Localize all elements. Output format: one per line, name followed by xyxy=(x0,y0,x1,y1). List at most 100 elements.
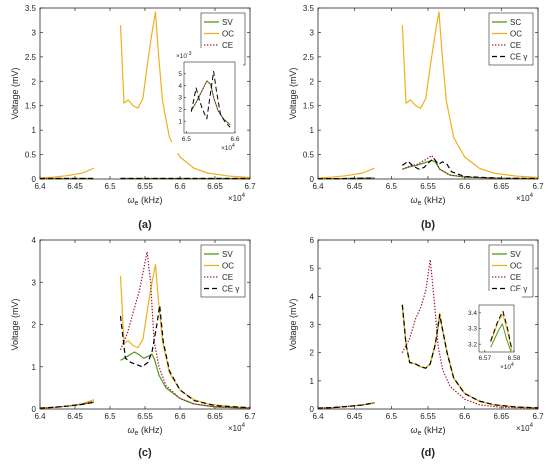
panel-d-x-tick-label: 6.5 xyxy=(386,412,398,421)
panel-a-inset-x-exponent-base: ×10 xyxy=(221,145,232,152)
panel-a-x-tick-label: 6.45 xyxy=(67,182,83,191)
panel-a-inset-y-exponent-power: -3 xyxy=(187,51,192,57)
panel-b-x-axis-label-unit: (kHz) xyxy=(421,195,445,205)
panel-c-x-axis-label-unit: (kHz) xyxy=(138,425,162,435)
panel-a-inset-x-exponent: ×104 xyxy=(221,143,235,152)
panel-a-inset-lines xyxy=(190,70,231,128)
panel-d-legend-label: SV xyxy=(510,250,521,259)
panel-b-series-oc xyxy=(317,11,539,179)
panel-c-series-3-segment-1 xyxy=(119,304,251,409)
panel-d-inset-series-0-segment-0 xyxy=(490,323,512,352)
panel-d-x-tick-label: 6.55 xyxy=(420,412,436,421)
panel-a-y-tick-label: 1 xyxy=(32,126,37,135)
panel-b-y-tick-label: 0 xyxy=(310,175,315,184)
panel-d-inset-x-tick-label: 6.57 xyxy=(479,355,492,362)
panel-b-legend-label: OC xyxy=(510,30,522,39)
panel-c-legend-label: SV xyxy=(222,250,233,259)
panel-c-x-axis-label-symbol: ω xyxy=(128,425,135,435)
panel-b-chart: 6.4 6.45 6.5 6.55 6.6 6.65 6.7 0 0.5 1 1.5 2 2.5 3 3.5… xyxy=(288,4,544,231)
panel-a-inset-x-tick-label: 6.5 xyxy=(182,136,191,143)
panel-b-y-axis-label: Voltage (mV) xyxy=(288,67,298,119)
panel-d-series-2-segment-1 xyxy=(401,259,539,409)
panel-a-x-axis-label-unit: (kHz) xyxy=(138,195,162,205)
panel-c-x-tick-label: 6.6 xyxy=(174,412,186,421)
panel-d-series-ce-γ xyxy=(317,304,539,409)
panel-a-x-exponent-power: 4 xyxy=(242,193,246,199)
panel-d-inset-x-exponent-base: ×10 xyxy=(500,364,511,371)
panel-d-series-1-segment-1 xyxy=(401,306,539,409)
panel-c-x-axis-label-sub: e xyxy=(135,430,139,437)
panel-d-x-axis-label-sub: e xyxy=(418,430,422,437)
panel-a-inset-y-exponent: ×10-3 xyxy=(176,51,192,60)
panel-a-inset-y-tick-label: 3 xyxy=(178,95,182,102)
panel-b-y-tick-label: 1 xyxy=(310,126,315,135)
panel-c-x-tick-label: 6.55 xyxy=(137,412,153,421)
panel-a-x-tick-label: 6.4 xyxy=(34,182,46,191)
panel-b-y-tick-label: 0.5 xyxy=(303,151,315,160)
panel-a-y-tick-label: 3.5 xyxy=(25,4,37,13)
panel-b-legend-label: CE xyxy=(510,41,521,50)
panel-a-x-exponent-base: ×10 xyxy=(228,194,242,203)
panel-d-x-tick-label: 6.65 xyxy=(494,412,510,421)
panel-a-x-axis-label: ωe (kHz) xyxy=(128,195,163,207)
panel-a-y-axis-label: Voltage (mV) xyxy=(10,67,20,119)
panel-b-x-axis-label-symbol: ω xyxy=(411,195,418,205)
panel-d-series-3-segment-1 xyxy=(401,304,539,409)
panel-a-y-tick-label: 2 xyxy=(32,77,37,86)
panel-b-y-tick-label: 3.5 xyxy=(303,4,315,13)
panel-c-x-tick-label: 6.45 xyxy=(67,412,83,421)
panel-a-inset-y-tick-label: 2 xyxy=(178,107,182,114)
panel-a-x-axis-label-sub: e xyxy=(135,200,139,207)
panel-a-x-tick-label: 6.7 xyxy=(244,182,256,191)
panel-a-legend-label: CE xyxy=(222,41,233,50)
panel-a-y-tick-label: 0.5 xyxy=(25,151,37,160)
panel-c-x-exponent: ×104 xyxy=(228,423,246,433)
panel-a-x-tick-label: 6.55 xyxy=(137,182,153,191)
panel-d-legend: SV OC CE CE γ xyxy=(488,244,534,298)
panel-d-inset-lines xyxy=(490,310,513,352)
panel-a-inset-y-exponent-base: ×10 xyxy=(176,53,187,60)
panel-a-label: (a) xyxy=(138,219,152,231)
panel-d-y-tick-label: 0 xyxy=(310,405,315,414)
panel-c-series-0-segment-1 xyxy=(120,351,251,409)
panel-b-x-exponent-base: ×10 xyxy=(516,194,530,203)
panel-b-y-tick-label: 1.5 xyxy=(303,102,315,111)
panel-b-x-tick-label: 6.6 xyxy=(459,182,471,191)
panel-a-x-tick-label: 6.6 xyxy=(174,182,186,191)
panel-a-inset-x-exponent-power: 4 xyxy=(232,143,235,149)
panel-a-inset-series-1-segment-0 xyxy=(190,80,231,126)
panel-d-inset-series-1-segment-0 xyxy=(490,313,513,351)
panel-c-legend: SV OC CE CE γ xyxy=(200,244,246,298)
panel-a-inset-x-tick-label: 6.6 xyxy=(230,136,239,143)
panel-a-inset-y-tick-label: 5 xyxy=(178,71,182,78)
panel-d-x-axis-label-symbol: ω xyxy=(411,425,418,435)
panel-b-label: (b) xyxy=(421,219,435,231)
panel-c-series-3-segment-0 xyxy=(39,401,95,409)
panel-c-x-exponent-power: 4 xyxy=(242,423,246,429)
panel-b-series-3-segment-1 xyxy=(401,157,539,180)
panel-d-legend-label: CE xyxy=(510,273,521,282)
panel-b-x-tick-label: 6.5 xyxy=(386,182,398,191)
panel-a-legend-label: SV xyxy=(222,18,233,27)
panel-d-y-tick-label: 2 xyxy=(310,349,315,358)
panel-c-legend-label: CE γ xyxy=(222,285,239,294)
panel-a-x-tick-label: 6.65 xyxy=(207,182,223,191)
panel-b-x-tick-label: 6.45 xyxy=(347,182,363,191)
panel-a-x-tick-label: 6.5 xyxy=(104,182,116,191)
panel-c-legend-label: OC xyxy=(222,262,234,271)
panel-b-series-ce-γ xyxy=(317,157,539,180)
panel-a-legend-label: OC xyxy=(222,30,234,39)
panel-a-x-exponent: ×104 xyxy=(228,193,246,203)
panel-d-y-axis-label: Voltage (mV) xyxy=(288,298,298,350)
panel-d-inset-x-exponent-power: 4 xyxy=(511,362,514,368)
panel-d-x-tick-label: 6.7 xyxy=(532,412,544,421)
panel-c-y-tick-label: 2 xyxy=(32,321,37,330)
panel-d-y-tick-label: 4 xyxy=(310,292,315,301)
panel-d-inset-y-tick-label: 3.3 xyxy=(468,326,477,333)
panel-c-series-1-segment-1 xyxy=(119,263,251,409)
panel-d-legend-label: OC xyxy=(510,262,522,271)
panel-d-x-axis-label: ωe (kHz) xyxy=(411,425,446,437)
